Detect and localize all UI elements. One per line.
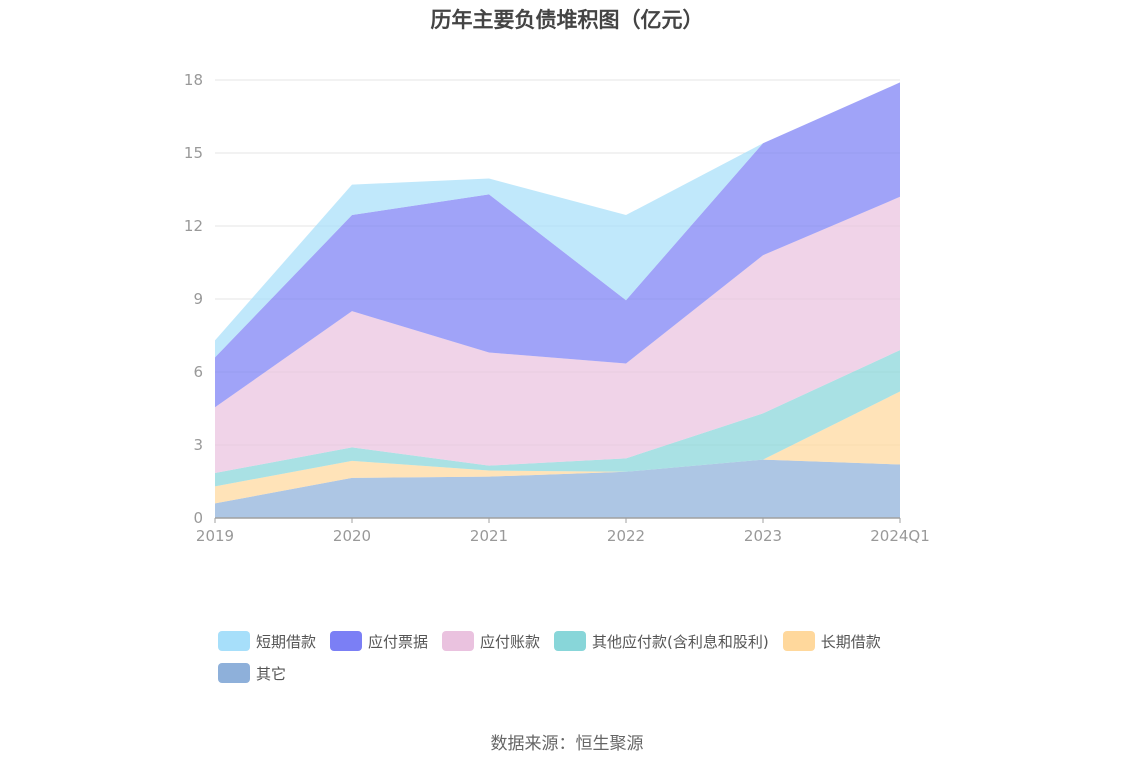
legend-item[interactable]: 短期借款 bbox=[218, 630, 316, 652]
legend-swatch bbox=[330, 631, 363, 651]
y-tick-label: 15 bbox=[184, 144, 203, 162]
legend-swatch bbox=[218, 663, 250, 683]
x-tick-label: 2021 bbox=[470, 527, 508, 545]
legend-label: 应付票据 bbox=[368, 632, 429, 651]
legend-item[interactable]: 长期借款 bbox=[782, 630, 881, 652]
legend-item[interactable]: 应付账款 bbox=[442, 630, 540, 652]
area-其它 bbox=[215, 459, 900, 518]
y-tick-label: 9 bbox=[193, 290, 203, 308]
x-tick-label: 2024Q1 bbox=[870, 527, 930, 545]
legend-swatch bbox=[442, 631, 475, 651]
legend-swatch bbox=[782, 631, 815, 651]
axes: 0 3 6 9 12 15 18 2019 2020 2021 2022 2023 2024Q1 bbox=[184, 71, 930, 545]
y-tick-label: 0 bbox=[193, 509, 203, 527]
x-tick-label: 2022 bbox=[607, 527, 645, 545]
y-tick-label: 3 bbox=[193, 436, 203, 454]
area-其他应付款-含利息和股利- bbox=[215, 350, 900, 487]
legend-label: 短期借款 bbox=[256, 632, 317, 651]
area-应付票据 bbox=[215, 82, 900, 408]
area-series bbox=[215, 82, 900, 518]
legend-label: 其它 bbox=[256, 664, 287, 683]
legend-swatch bbox=[554, 631, 587, 651]
legend-item[interactable]: 其它 bbox=[218, 662, 286, 684]
legend: 短期借款 应付票据 应付账款 其他应付款(含利息和股利) 长期借款其它 bbox=[218, 630, 938, 694]
y-tick-label: 6 bbox=[193, 363, 203, 381]
y-tick-label: 12 bbox=[184, 217, 203, 235]
x-tick-label: 2020 bbox=[333, 527, 371, 545]
area-长期借款 bbox=[215, 391, 900, 504]
x-tick-label: 2023 bbox=[744, 527, 782, 545]
legend-label: 应付账款 bbox=[480, 632, 541, 651]
legend-item[interactable]: 应付票据 bbox=[330, 630, 428, 652]
source-note: 数据来源：恒生聚源 bbox=[490, 734, 644, 754]
legend-label: 其他应付款(含利息和股利) bbox=[592, 632, 769, 651]
legend-label: 长期借款 bbox=[820, 632, 881, 651]
area-应付账款 bbox=[215, 196, 900, 473]
x-tick-label: 2019 bbox=[196, 527, 234, 545]
legend-item[interactable]: 其他应付款(含利息和股利) bbox=[554, 630, 769, 652]
y-tick-label: 18 bbox=[184, 71, 203, 89]
area-短期借款 bbox=[215, 82, 900, 358]
stacked-area-chart: 0 3 6 9 12 15 18 2019 2020 2021 2022 2023 2024Q1 bbox=[184, 71, 930, 545]
chart-title: 历年主要负债堆积图（亿元） bbox=[430, 8, 704, 32]
legend-swatch bbox=[218, 631, 250, 651]
